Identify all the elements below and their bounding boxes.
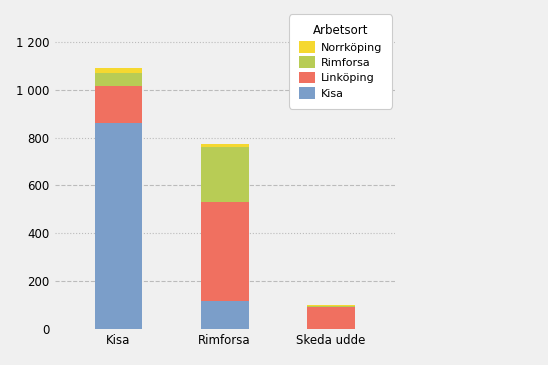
Legend: Norrköping, Rimforsa, Linköping, Kisa: Norrköping, Rimforsa, Linköping, Kisa	[292, 18, 389, 105]
Bar	[307, 306, 355, 307]
Bar	[95, 73, 142, 86]
Bar	[201, 143, 249, 147]
Bar	[201, 301, 249, 328]
Bar	[307, 307, 355, 328]
Bar	[95, 68, 142, 73]
Bar	[201, 147, 249, 202]
Bar	[95, 86, 142, 123]
Bar	[307, 305, 355, 306]
Bar	[95, 123, 142, 328]
Bar	[201, 202, 249, 301]
